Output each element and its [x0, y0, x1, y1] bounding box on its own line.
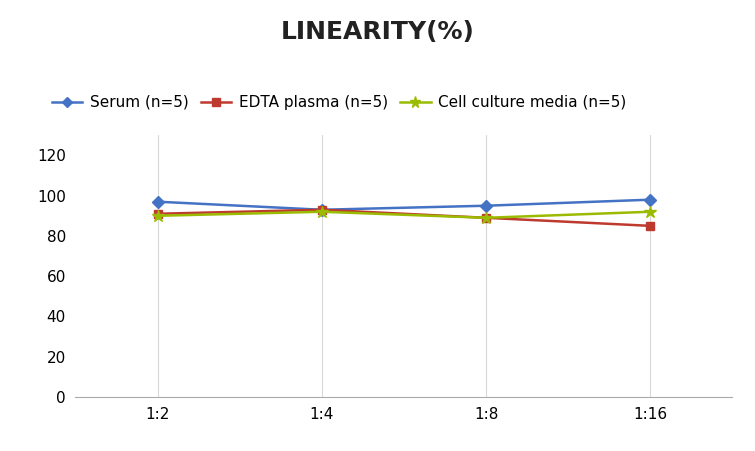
Text: LINEARITY(%): LINEARITY(%)	[281, 19, 474, 44]
EDTA plasma (n=5)	[317, 207, 326, 212]
Line: Cell culture media (n=5): Cell culture media (n=5)	[151, 206, 657, 224]
Line: EDTA plasma (n=5): EDTA plasma (n=5)	[153, 206, 655, 230]
Serum (n=5)	[153, 199, 162, 204]
Serum (n=5)	[482, 203, 491, 208]
EDTA plasma (n=5)	[646, 223, 655, 229]
Cell culture media (n=5)	[482, 215, 491, 221]
Cell culture media (n=5)	[646, 209, 655, 215]
EDTA plasma (n=5)	[482, 215, 491, 221]
Cell culture media (n=5)	[153, 213, 162, 218]
Legend: Serum (n=5), EDTA plasma (n=5), Cell culture media (n=5): Serum (n=5), EDTA plasma (n=5), Cell cul…	[45, 89, 633, 116]
Cell culture media (n=5)	[317, 209, 326, 215]
Serum (n=5)	[646, 197, 655, 202]
Line: Serum (n=5): Serum (n=5)	[153, 196, 655, 214]
EDTA plasma (n=5)	[153, 211, 162, 216]
Serum (n=5)	[317, 207, 326, 212]
